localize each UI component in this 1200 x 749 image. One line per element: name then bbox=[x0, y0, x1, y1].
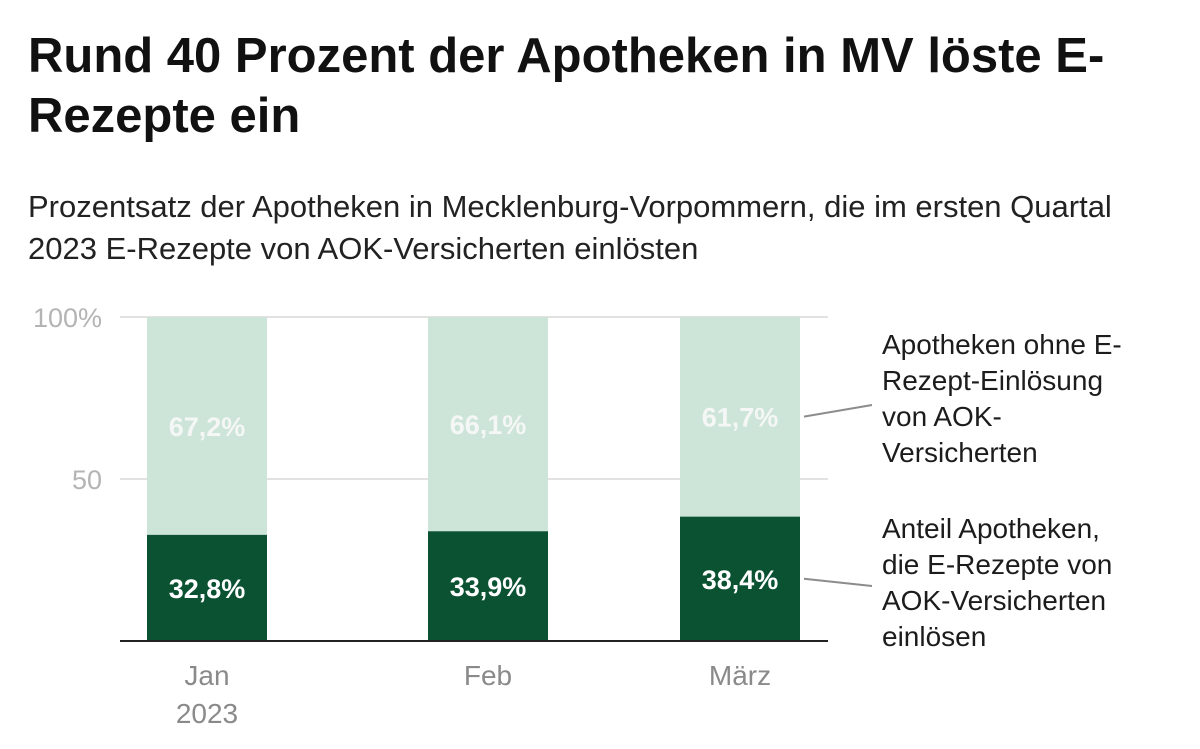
y-tick-label: 50 bbox=[72, 465, 102, 495]
bar-segment bbox=[428, 317, 548, 532]
legend-entry: Apotheken ohne E-Rezept-Einlösung von AOK… bbox=[882, 329, 1122, 468]
bar-segment bbox=[680, 316, 800, 517]
chart-subtitle: Prozentsatz der Apotheken in Mecklenburg… bbox=[28, 189, 1112, 266]
data-label: 33,9% bbox=[450, 572, 527, 602]
data-label: 61,7% bbox=[702, 403, 779, 433]
data-label: 32,8% bbox=[169, 574, 246, 604]
y-tick-label: 100% bbox=[33, 303, 102, 333]
y-axis-ticks: 50 100% bbox=[33, 303, 102, 495]
bar-segment bbox=[147, 317, 267, 535]
bar-segment bbox=[147, 534, 267, 641]
x-tick-label: Feb bbox=[464, 660, 512, 691]
legend: Anteil Apotheken, die E-Rezepte von AOK-Ve… bbox=[803, 329, 1122, 652]
data-labels: 32,8% 67,2% 33,9% 66,1% 38,4% 61,7% bbox=[169, 403, 779, 604]
bar-segment bbox=[680, 516, 800, 641]
bar-segment bbox=[428, 531, 548, 641]
x-tick-label: Jan 2023 bbox=[176, 660, 238, 729]
chart-title: Rund 40 Prozent der Apotheken in MV löst… bbox=[28, 29, 1105, 143]
data-label: 67,2% bbox=[169, 412, 246, 442]
legend-leader-line bbox=[803, 577, 873, 587]
data-label: 66,1% bbox=[450, 410, 527, 440]
data-label: 38,4% bbox=[702, 565, 779, 595]
bars bbox=[147, 316, 800, 641]
legend-entry: Anteil Apotheken, die E-Rezepte von AOK-Ve… bbox=[882, 513, 1112, 652]
x-tick-label: März bbox=[709, 660, 771, 691]
x-axis: Jan 2023 Feb März bbox=[120, 640, 828, 729]
legend-leader-line bbox=[803, 404, 873, 418]
